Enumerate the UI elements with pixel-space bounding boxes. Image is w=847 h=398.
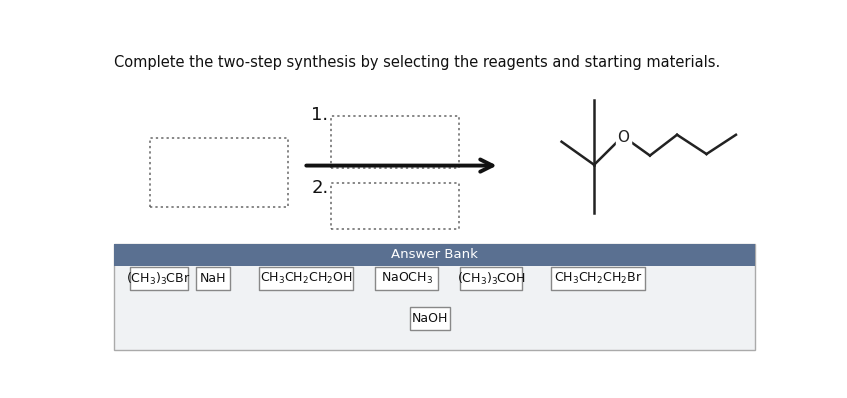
- Bar: [375, 267, 439, 290]
- Bar: [410, 307, 450, 330]
- Bar: [258, 267, 353, 290]
- Text: 2.: 2.: [311, 179, 329, 197]
- Bar: [113, 244, 755, 266]
- Bar: [150, 138, 288, 207]
- Text: CH$_3$CH$_2$CH$_2$OH: CH$_3$CH$_2$CH$_2$OH: [259, 271, 352, 286]
- Text: NaH: NaH: [200, 272, 226, 285]
- Text: Answer Bank: Answer Bank: [390, 248, 478, 261]
- Text: (CH$_3$)$_3$COH: (CH$_3$)$_3$COH: [457, 271, 525, 287]
- Bar: [330, 115, 458, 168]
- Bar: [330, 183, 458, 229]
- Text: NaOCH$_3$: NaOCH$_3$: [380, 271, 433, 286]
- Bar: [130, 267, 188, 290]
- Text: 1.: 1.: [311, 105, 329, 123]
- Text: CH$_3$CH$_2$CH$_2$Br: CH$_3$CH$_2$CH$_2$Br: [554, 271, 642, 286]
- Bar: [460, 267, 522, 290]
- Text: NaOH: NaOH: [412, 312, 448, 325]
- Bar: [113, 244, 755, 350]
- Bar: [196, 267, 230, 290]
- Text: (CH$_3$)$_3$CBr: (CH$_3$)$_3$CBr: [126, 271, 191, 287]
- Bar: [551, 267, 645, 290]
- Text: Complete the two-step synthesis by selecting the reagents and starting materials: Complete the two-step synthesis by selec…: [113, 55, 720, 70]
- Text: O: O: [617, 130, 629, 144]
